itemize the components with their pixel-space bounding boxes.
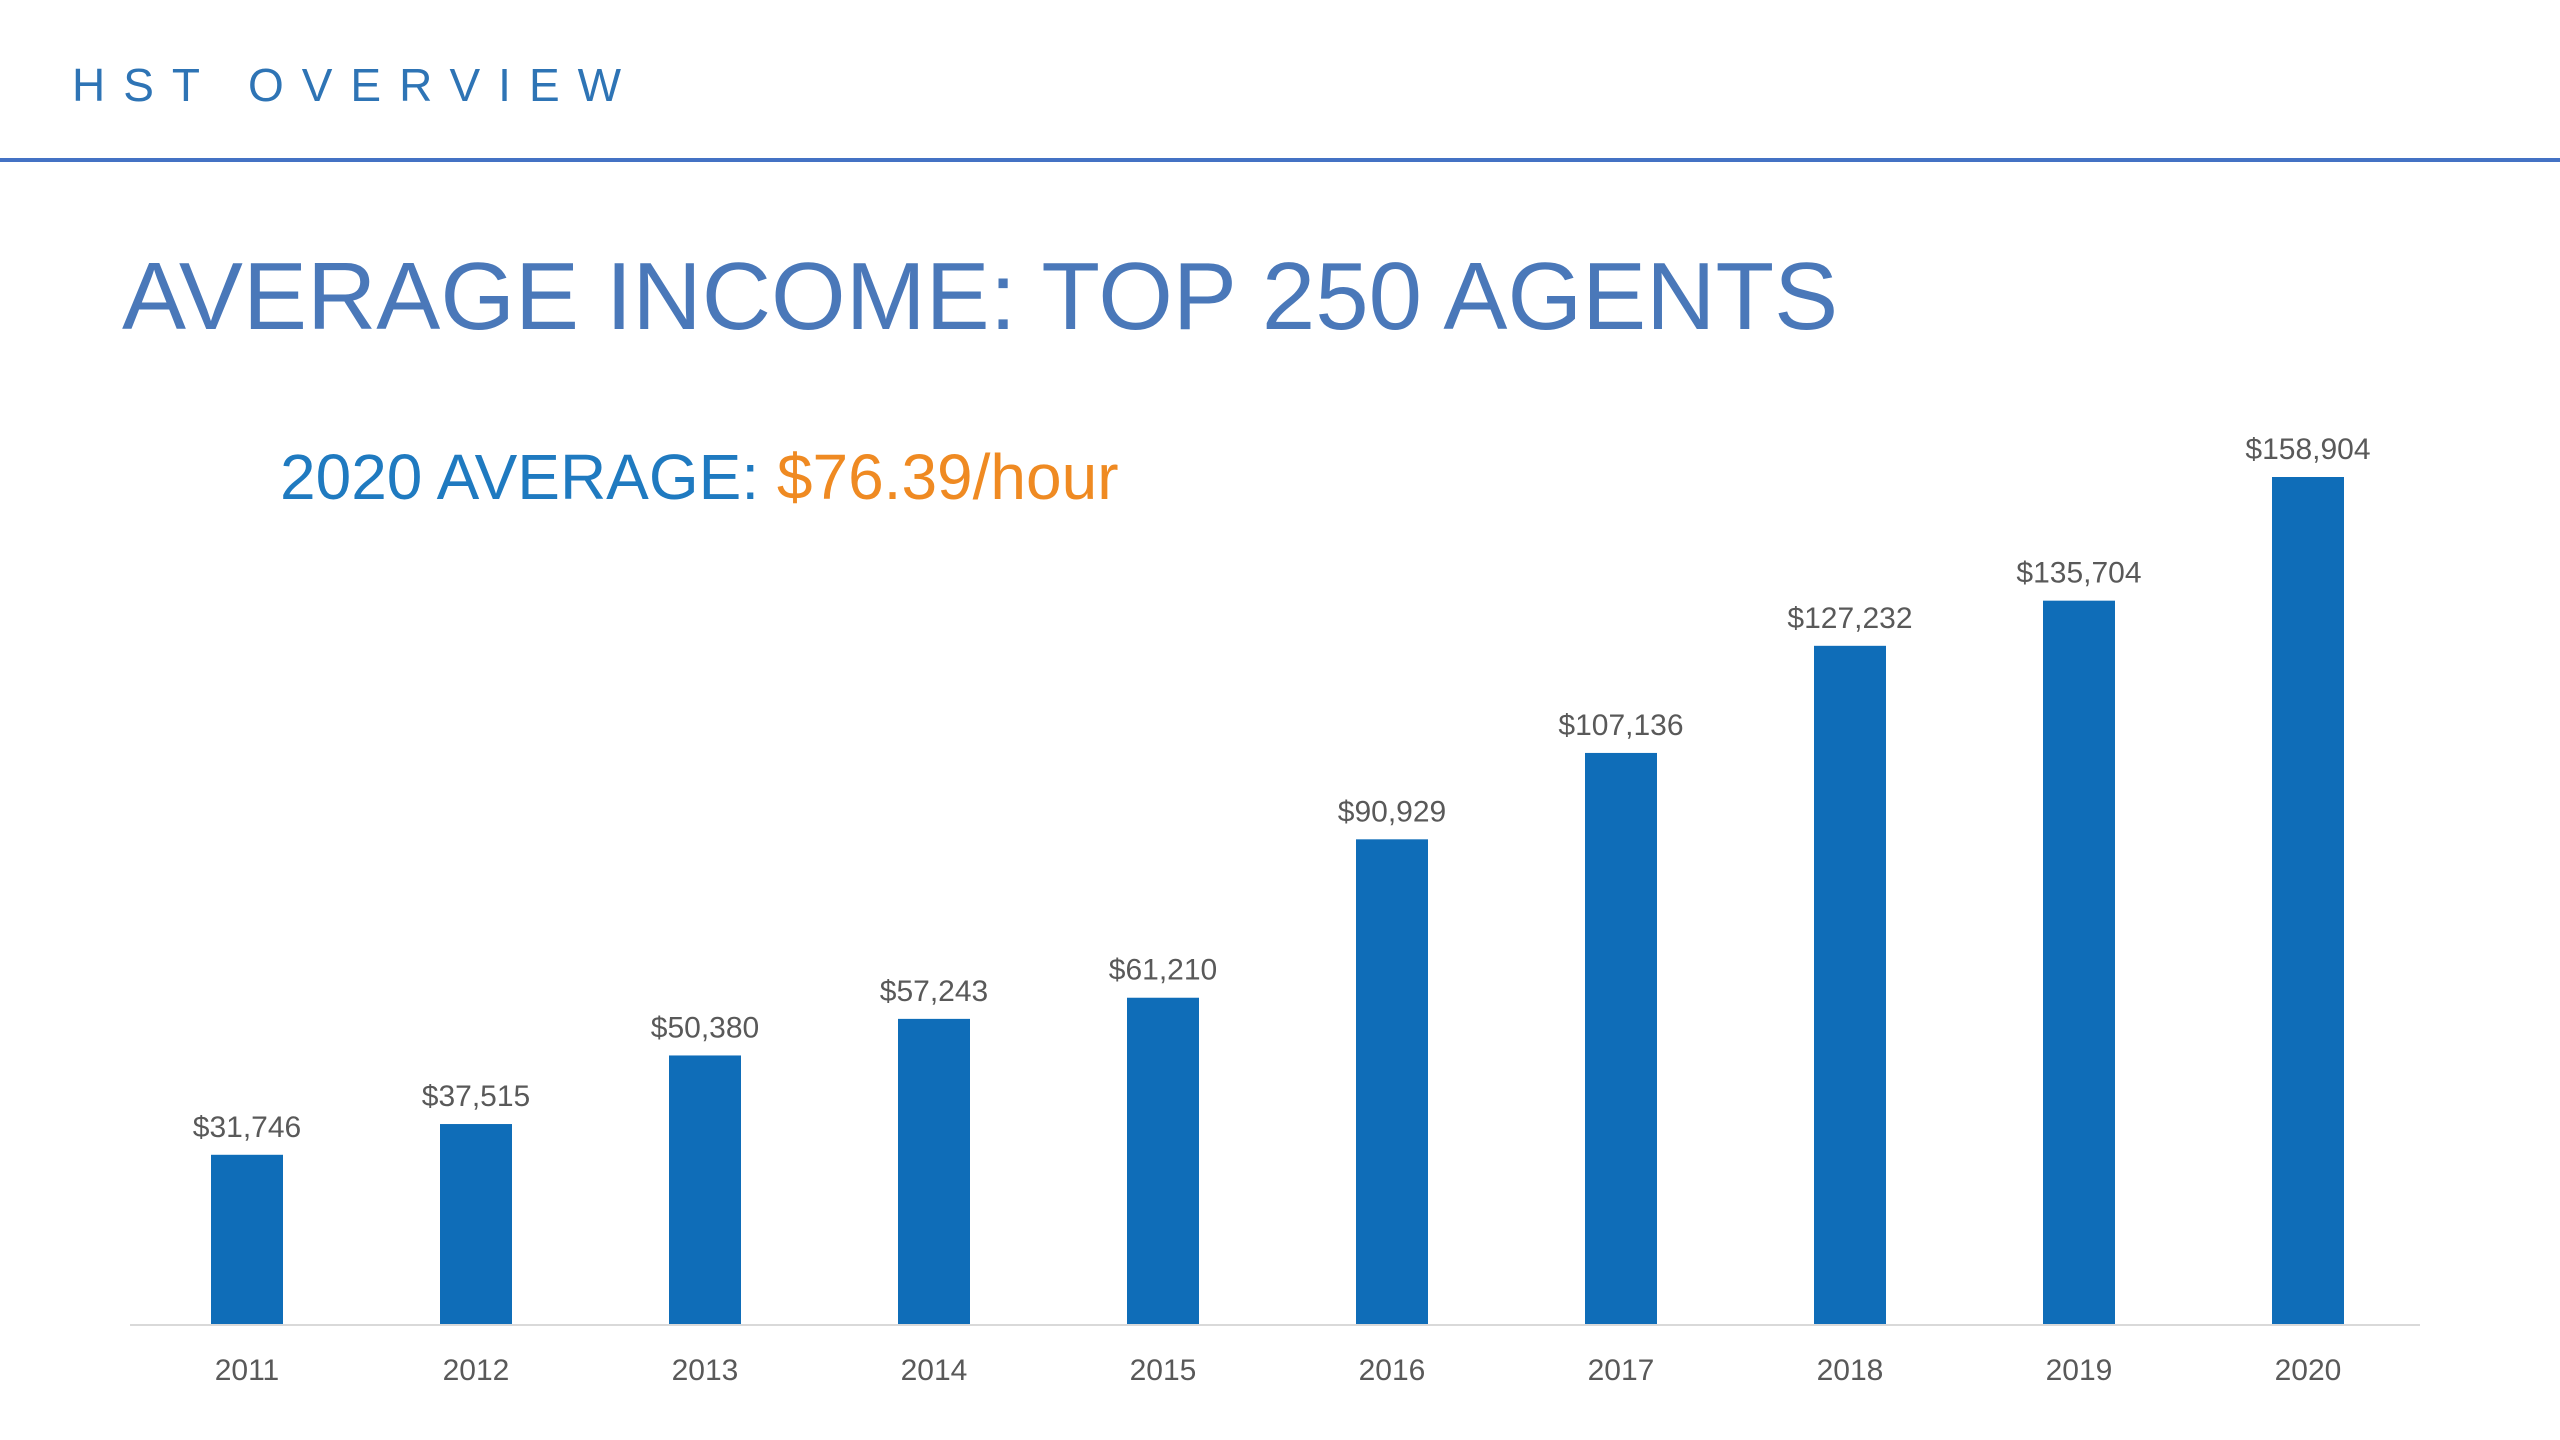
category-labels-group: 2011 2012 2013 2014 2015 2016 2017 2018 2019 2020 — [215, 1354, 2342, 1387]
x-tick-label-2012: 2012 — [443, 1354, 510, 1387]
x-tick-label-2018: 2018 — [1817, 1354, 1884, 1387]
slide-title: AVERAGE INCOME: TOP 250 AGENTS — [122, 243, 1839, 350]
bar-2014 — [898, 1018, 970, 1324]
subtitle: 2020 AVERAGE: $76.39/hour — [280, 440, 1119, 514]
data-label-2019: $135,704 — [2016, 557, 2141, 590]
subtitle-value: $76.39/hour — [776, 441, 1119, 513]
bar-2012 — [440, 1124, 512, 1324]
data-label-2018: $127,232 — [1787, 602, 1912, 635]
x-tick-label-2017: 2017 — [1588, 1354, 1655, 1387]
bar-2016 — [1356, 839, 1428, 1324]
section-header: HST OVERVIEW — [72, 59, 640, 111]
bar-2020 — [2272, 477, 2344, 1324]
data-label-2014: $57,243 — [880, 975, 988, 1008]
data-label-2011: $31,746 — [193, 1111, 301, 1144]
data-label-2017: $107,136 — [1558, 709, 1683, 742]
x-tick-label-2013: 2013 — [672, 1354, 739, 1387]
data-label-2015: $61,210 — [1109, 954, 1217, 987]
bar-2013 — [669, 1055, 741, 1324]
data-label-2020: $158,904 — [2245, 433, 2370, 466]
data-label-2013: $50,380 — [651, 1011, 759, 1044]
header-divider — [0, 158, 2560, 162]
data-label-2012: $37,515 — [422, 1080, 530, 1113]
bar-2019 — [2043, 600, 2115, 1324]
bars-group — [211, 477, 2344, 1324]
x-tick-label-2011: 2011 — [215, 1354, 280, 1387]
subtitle-label: 2020 AVERAGE: — [280, 441, 777, 513]
x-tick-label-2016: 2016 — [1359, 1354, 1426, 1387]
x-tick-label-2015: 2015 — [1130, 1354, 1197, 1387]
data-label-2016: $90,929 — [1338, 795, 1446, 828]
x-tick-label-2019: 2019 — [2046, 1354, 2113, 1387]
bar-2015 — [1127, 997, 1199, 1324]
value-labels-group: $31,746 $37,515 $50,380 $57,243 $61,210 $90,9… — [193, 433, 2371, 1144]
bar-2011 — [211, 1154, 283, 1324]
x-tick-label-2014: 2014 — [901, 1354, 968, 1387]
x-tick-label-2020: 2020 — [2275, 1354, 2342, 1387]
bar-2017 — [1585, 752, 1657, 1324]
bar-2018 — [1814, 645, 1886, 1324]
